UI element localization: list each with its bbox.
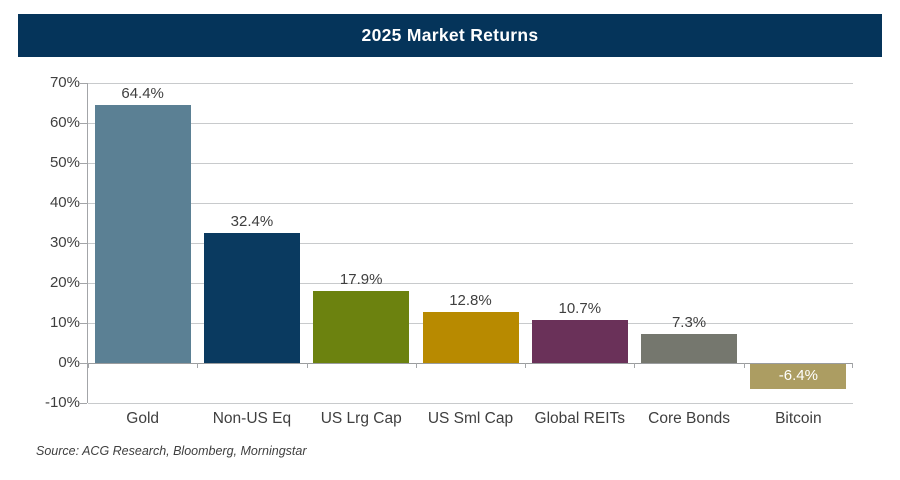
y-axis-tick	[80, 322, 87, 324]
y-axis-tick-label: -10%	[44, 394, 80, 411]
y-axis-tick-label: 50%	[49, 154, 80, 171]
bar-value-label: 7.3%	[671, 313, 707, 331]
x-axis-category-label: Non-US Eq	[212, 410, 292, 427]
x-axis-category-label: Global REITs	[534, 410, 625, 427]
category-axis-tick	[852, 363, 853, 368]
chart-title-bar: 2025 Market Returns	[18, 14, 882, 57]
y-axis-tick	[80, 362, 87, 364]
bar-non-us-eq	[203, 233, 300, 363]
x-axis-category-label: Bitcoin	[775, 410, 822, 427]
bar-value-label: 17.9%	[339, 271, 383, 289]
bar-us-lrg-cap	[313, 291, 410, 363]
bar-value-label: 64.4%	[121, 85, 164, 103]
category-axis-tick	[88, 363, 89, 368]
gridline	[88, 82, 853, 84]
zero-line	[88, 362, 853, 364]
bar-bitcoin	[750, 363, 847, 390]
y-axis-tick-label: 30%	[49, 234, 80, 251]
bar-global-reits	[531, 320, 628, 363]
y-axis-tick	[80, 162, 87, 164]
category-axis-tick	[743, 363, 745, 368]
y-axis-tick	[80, 202, 87, 204]
x-axis-category-label: Gold	[126, 410, 160, 427]
category-axis-tick	[306, 363, 308, 368]
y-axis-tick	[80, 242, 87, 244]
y-axis-tick-label: 0%	[58, 354, 80, 371]
y-axis-tick	[80, 402, 87, 404]
x-axis-category-label: US Sml Cap	[427, 410, 514, 427]
y-axis-tick	[80, 82, 87, 84]
y-axis-tick-label: 20%	[49, 274, 80, 291]
y-axis-line	[87, 83, 88, 403]
gridline	[88, 282, 853, 284]
bar-core-bonds	[641, 333, 738, 363]
x-axis-category-label: US Lrg Cap	[320, 410, 402, 427]
chart-title: 2025 Market Returns	[361, 25, 539, 45]
y-axis-tick-label: 60%	[49, 114, 80, 131]
x-axis-category-label: Core Bonds	[648, 410, 730, 427]
category-axis-tick	[525, 363, 527, 368]
gridline	[88, 242, 853, 244]
category-axis-tick	[197, 363, 199, 368]
plot-area: 64.4% 32.4% 17.9% 12.8% 10.7% 7.3% -6.4%	[80, 82, 853, 404]
y-axis-tick-label: 40%	[49, 194, 80, 211]
y-axis-tick	[80, 122, 87, 124]
bar-value-label: -6.4%	[778, 367, 818, 384]
category-axis-tick	[634, 363, 636, 368]
y-axis-tick-label: 10%	[49, 314, 80, 331]
x-axis-labels: Gold Non-US Eq US Lrg Cap US Sml Cap Global …	[88, 409, 853, 431]
y-axis-tick	[80, 282, 87, 284]
y-axis-tick-label: 70%	[49, 74, 80, 91]
gridline	[88, 122, 853, 124]
bar-gold	[94, 105, 191, 363]
bar-value-label: 12.8%	[449, 291, 492, 309]
bar-value-label: 32.4%	[230, 213, 274, 231]
y-axis-labels: 70% 60% 50% 40% 30% 20% 10% 0% -10%	[24, 74, 80, 411]
bar-us-sml-cap	[422, 311, 519, 363]
source-note: Source: ACG Research, Bloomberg, Morning…	[36, 444, 307, 458]
bar-value-label: 10.7%	[558, 300, 602, 318]
gridline	[88, 402, 853, 404]
category-axis-tick	[415, 363, 417, 368]
gridline	[88, 202, 853, 204]
gridline	[88, 162, 853, 164]
